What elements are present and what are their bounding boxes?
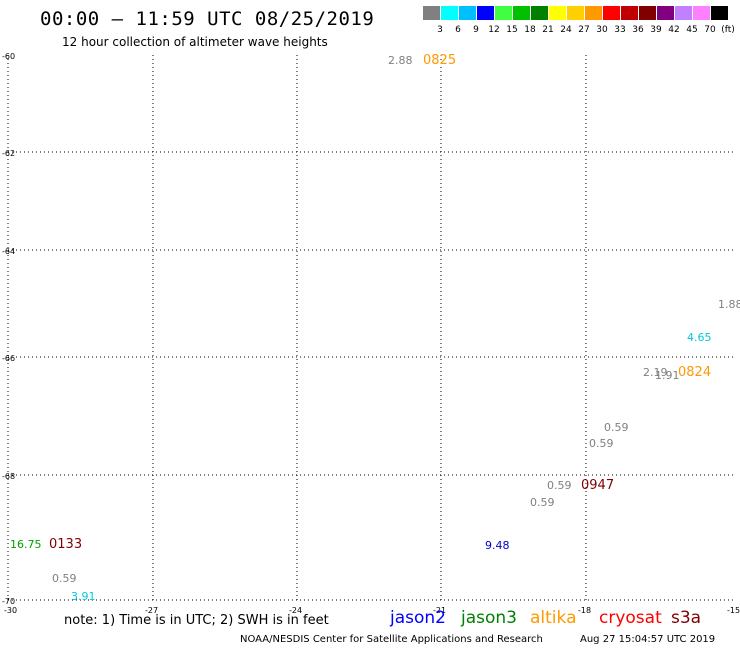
scale-swatch <box>549 6 566 20</box>
map-title: 00:00 – 11:59 UTC 08/25/2019 <box>40 8 375 30</box>
latitude-label: -70 <box>2 597 16 606</box>
scale-swatch <box>567 6 584 20</box>
scale-swatch <box>639 6 656 20</box>
scale-tick-label: 36 <box>632 25 644 35</box>
credit-text: NOAA/NESDIS Center for Satellite Applica… <box>240 634 543 645</box>
scale-tick-label: 45 <box>686 25 698 35</box>
scale-tick-label: 15 <box>506 25 518 35</box>
scale-tick-label: 18 <box>524 25 536 35</box>
latitude-label: -64 <box>2 247 16 256</box>
latitude-label: -60 <box>2 52 16 61</box>
scale-tick-label: 27 <box>578 25 590 35</box>
scale-swatch <box>657 6 674 20</box>
wave-height-label: 0.59 <box>589 437 614 450</box>
wave-height-label: 9.48 <box>485 539 510 552</box>
longitude-label: -24 <box>289 606 303 615</box>
map-subtitle: 12 hour collection of altimeter wave hei… <box>62 35 328 49</box>
scale-swatch <box>531 6 548 20</box>
scale-tick-label: 6 <box>455 25 461 35</box>
latitude-label: -66 <box>2 354 16 363</box>
scale-swatch <box>459 6 476 20</box>
latitude-label: -68 <box>2 472 16 481</box>
wave-height-label: 0.59 <box>530 496 555 509</box>
scale-swatch <box>495 6 512 20</box>
scale-swatch <box>441 6 458 20</box>
satellite-legend-s3a: s3a <box>671 608 702 628</box>
longitude-label: -27 <box>145 606 159 615</box>
scale-swatch <box>693 6 710 20</box>
scale-swatch <box>711 6 728 20</box>
scale-tick-label: 70 <box>704 25 716 35</box>
scale-swatch <box>675 6 692 20</box>
longitude-label: -15 <box>727 606 740 615</box>
satellite-legend-cryosat: cryosat <box>599 608 662 628</box>
wave-height-label: 4.65 <box>687 331 712 344</box>
scale-swatch <box>585 6 602 20</box>
longitude-label: -30 <box>4 606 18 615</box>
scale-swatch <box>621 6 638 20</box>
scale-swatch <box>603 6 620 20</box>
scale-tick-label: 24 <box>560 25 572 35</box>
generation-timestamp: Aug 27 15:04:57 UTC 2019 <box>580 634 716 645</box>
wave-height-label: 0.59 <box>52 572 77 585</box>
scale-tick-label: 33 <box>614 25 626 35</box>
wave-height-label: 1.88 <box>718 298 740 311</box>
satellite-legend-jason3: jason3 <box>461 608 517 628</box>
scale-tick-label: 21 <box>542 25 554 35</box>
scale-tick-label: 39 <box>650 25 662 35</box>
pass-time-label: 0825 <box>423 53 457 68</box>
wave-height-label: 2.88 <box>388 54 413 67</box>
wave-height-label: 0.59 <box>604 421 629 434</box>
longitude-label: -21 <box>433 606 447 615</box>
scale-unit-label: (ft) <box>721 25 735 35</box>
satellite-legend-altika: altika <box>530 608 577 628</box>
satellite-legend-jason2: jason2 <box>390 608 446 628</box>
pass-time-label: 0133 <box>49 537 83 552</box>
latitude-label: -62 <box>2 149 16 158</box>
scale-tick-label: 30 <box>596 25 608 35</box>
scale-swatch <box>423 6 440 20</box>
scale-tick-label: 42 <box>668 25 680 35</box>
wave-height-label: 16.75 <box>10 538 42 551</box>
pass-time-label: 0947 <box>581 478 615 493</box>
scale-swatch <box>513 6 530 20</box>
scale-tick-label: 12 <box>488 25 500 35</box>
scale-swatch <box>477 6 494 20</box>
wave-height-label: 2.19 <box>643 366 668 379</box>
scale-tick-label: 9 <box>473 25 479 35</box>
wave-height-label: 3.91 <box>71 590 96 603</box>
wave-height-label: 0.59 <box>547 479 572 492</box>
scale-tick-label: 3 <box>437 25 443 35</box>
longitude-label: -18 <box>578 606 592 615</box>
pass-time-label: 0824 <box>678 365 712 380</box>
footer-note: note: 1) Time is in UTC; 2) SWH is in fe… <box>64 613 329 628</box>
wave-height-label: 1.91 <box>655 369 680 382</box>
